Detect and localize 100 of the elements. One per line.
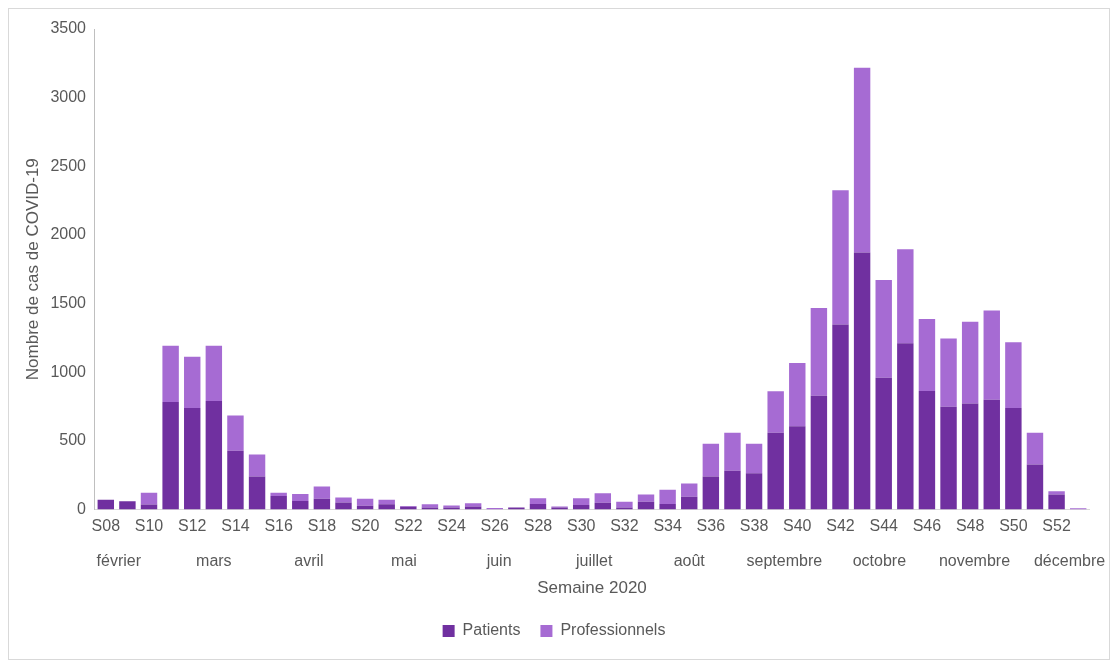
text: juillet — [574, 551, 613, 569]
bar — [832, 324, 849, 510]
bar — [659, 503, 676, 510]
bar — [961, 321, 979, 404]
bar — [184, 356, 201, 408]
x-tick-label: S14 — [221, 517, 250, 535]
bar — [1026, 464, 1044, 510]
text: septembre — [746, 551, 823, 569]
bar — [637, 494, 655, 502]
bar — [248, 476, 266, 510]
bar — [853, 252, 871, 510]
text: juin — [485, 551, 512, 569]
bar — [616, 501, 633, 508]
x-tick-label: S44 — [869, 517, 899, 535]
bar — [378, 504, 395, 510]
x-tick-label: S34 — [653, 517, 682, 535]
bar — [227, 450, 244, 510]
x-tick-label: S18 — [307, 517, 337, 535]
bar — [205, 400, 223, 510]
y-tick-label: 3000 — [50, 88, 87, 106]
x-tick-label: S20 — [350, 517, 380, 535]
x-axis-title: Semaine 2020 — [537, 578, 647, 598]
bar — [767, 391, 784, 433]
bar — [313, 498, 331, 510]
bar — [97, 499, 115, 510]
bar — [810, 307, 828, 396]
bar — [789, 362, 806, 427]
x-tick-label: S08 — [91, 517, 121, 535]
bar — [897, 249, 914, 344]
bar — [529, 498, 547, 504]
text: novembre — [938, 551, 1011, 569]
bar — [659, 489, 676, 504]
bar — [119, 501, 136, 510]
x-tick-label: S42 — [826, 517, 855, 535]
y-tick-label: 1500 — [50, 293, 87, 311]
x-tick-label: S22 — [394, 517, 423, 535]
bar — [227, 415, 244, 451]
bar — [270, 492, 287, 497]
y-tick-label: 1000 — [50, 362, 87, 380]
bar — [940, 406, 957, 510]
bar — [918, 319, 936, 391]
bar — [702, 443, 720, 477]
text: décembre — [1033, 551, 1106, 569]
bar — [292, 493, 309, 501]
bar — [983, 399, 1000, 510]
bar — [983, 310, 1000, 400]
text: mars — [196, 551, 232, 569]
legend-label: Patients — [462, 621, 521, 639]
x-tick-label: S36 — [696, 517, 726, 535]
bar — [918, 390, 936, 510]
bar — [335, 502, 352, 510]
bar — [162, 345, 179, 403]
bar — [681, 496, 698, 510]
bar — [205, 345, 223, 401]
bar — [745, 473, 763, 510]
bar — [270, 496, 287, 510]
bar — [572, 498, 590, 506]
bar — [724, 470, 741, 510]
bar — [681, 483, 698, 497]
bar — [853, 67, 871, 253]
x-tick-label: S48 — [955, 517, 985, 535]
bar — [1005, 407, 1022, 510]
bar — [248, 454, 266, 477]
y-tick-label: 500 — [59, 431, 87, 449]
bar — [897, 343, 914, 510]
bar — [767, 432, 784, 510]
text: avril — [294, 551, 324, 569]
bar — [292, 500, 309, 510]
bar — [1048, 491, 1065, 495]
x-tick-label: S38 — [739, 517, 769, 535]
bar — [875, 279, 892, 378]
bar — [961, 403, 979, 510]
x-tick-label: S46 — [912, 517, 942, 535]
x-tick-label: S10 — [134, 517, 164, 535]
x-tick-label: S12 — [178, 517, 207, 535]
x-tick-label: S50 — [999, 517, 1028, 535]
bar — [724, 432, 741, 471]
bar — [313, 486, 331, 499]
bar — [184, 407, 201, 510]
y-tick-label: 0 — [77, 499, 87, 517]
bar — [832, 190, 849, 325]
x-tick-label: S24 — [437, 517, 466, 535]
x-tick-label: S30 — [566, 517, 596, 535]
x-tick-label: S40 — [783, 517, 812, 535]
bar — [1026, 432, 1044, 465]
x-tick-label: S16 — [264, 517, 293, 535]
x-tick-label: S28 — [523, 517, 553, 535]
legend-label: Professionnels — [560, 621, 666, 639]
text: mai — [391, 551, 417, 569]
y-tick-label: 2500 — [50, 156, 87, 174]
bar — [594, 493, 612, 503]
bar — [789, 426, 806, 510]
bar — [875, 377, 892, 510]
y-tick-label: 3500 — [50, 19, 87, 37]
text: février — [96, 551, 142, 569]
text: octobre — [852, 551, 907, 569]
y-axis-title: Nombre de cas de COVID-19 — [22, 158, 42, 381]
y-tick-label: 2000 — [50, 225, 87, 243]
bar — [1005, 342, 1022, 408]
bar — [140, 492, 158, 505]
